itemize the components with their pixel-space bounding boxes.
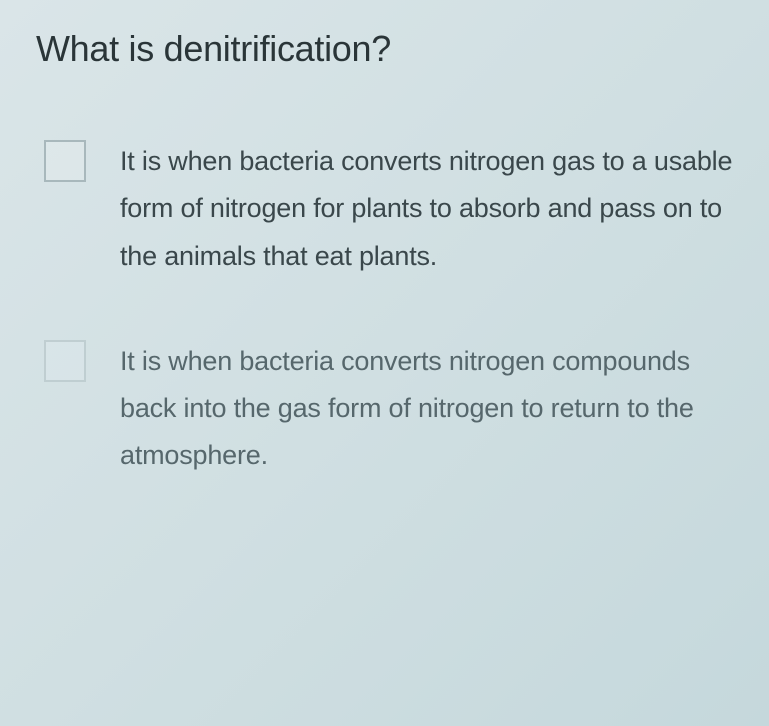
answer-option[interactable]: It is when bacteria converts nitrogen co… bbox=[36, 338, 733, 480]
option-text: It is when bacteria converts nitrogen ga… bbox=[120, 138, 733, 280]
option-text: It is when bacteria converts nitrogen co… bbox=[120, 338, 733, 480]
answer-option[interactable]: It is when bacteria converts nitrogen ga… bbox=[36, 138, 733, 280]
question-title: What is denitrification? bbox=[36, 28, 733, 70]
checkbox-icon[interactable] bbox=[44, 340, 86, 382]
checkbox-icon[interactable] bbox=[44, 140, 86, 182]
